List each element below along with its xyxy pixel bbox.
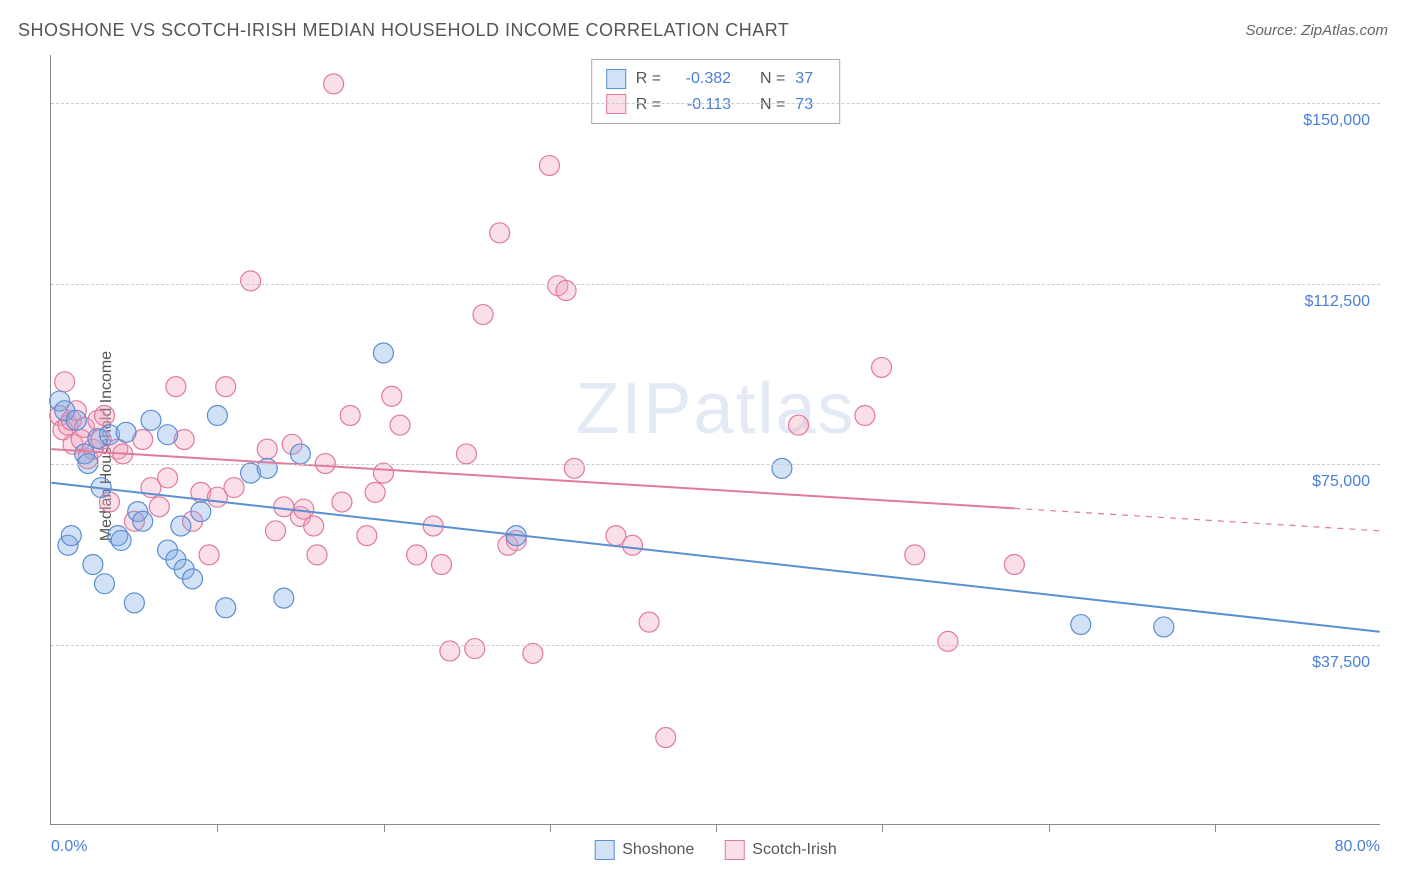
scatter-point xyxy=(183,569,203,589)
scatter-point xyxy=(191,502,211,522)
chart-container: SHOSHONE VS SCOTCH-IRISH MEDIAN HOUSEHOL… xyxy=(0,0,1406,892)
legend-item-scotch-irish: Scotch-Irish xyxy=(724,840,836,860)
scatter-point xyxy=(171,516,191,536)
scatter-point xyxy=(124,593,144,613)
x-tick xyxy=(1215,824,1216,832)
legend-item-shoshone: Shoshone xyxy=(594,840,694,860)
scatter-point xyxy=(324,74,344,94)
scatter-point xyxy=(357,526,377,546)
x-tick xyxy=(716,824,717,832)
scatter-point xyxy=(365,482,385,502)
scatter-point xyxy=(905,545,925,565)
x-axis-end-label: 80.0% xyxy=(1335,838,1380,856)
scatter-point xyxy=(95,405,115,425)
x-tick xyxy=(550,824,551,832)
scatter-point xyxy=(224,478,244,498)
scatter-point xyxy=(564,458,584,478)
scatter-point xyxy=(1071,615,1091,635)
scatter-point xyxy=(432,554,452,574)
gridline xyxy=(51,645,1380,646)
scatter-point xyxy=(149,497,169,517)
scatter-point xyxy=(216,598,236,618)
plot-svg xyxy=(51,55,1380,824)
trend-line-dashed xyxy=(1014,508,1379,530)
scatter-point xyxy=(241,271,261,291)
scatter-point xyxy=(855,405,875,425)
gridline xyxy=(51,464,1380,465)
scatter-point xyxy=(116,422,136,442)
scatter-point xyxy=(373,463,393,483)
scatter-point xyxy=(407,545,427,565)
scatter-point xyxy=(872,357,892,377)
scatter-point xyxy=(622,535,642,555)
gridline xyxy=(51,284,1380,285)
scatter-point xyxy=(158,468,178,488)
scatter-point xyxy=(199,545,219,565)
scatter-point xyxy=(539,156,559,176)
scatter-point xyxy=(523,643,543,663)
scatter-point xyxy=(257,439,277,459)
series-legend: Shoshone Scotch-Irish xyxy=(594,840,837,860)
scatter-point xyxy=(656,728,676,748)
scatter-point xyxy=(166,377,186,397)
legend-label-scotch-irish: Scotch-Irish xyxy=(752,841,836,859)
scatter-point xyxy=(61,526,81,546)
legend-swatch-shoshone xyxy=(594,840,614,860)
scatter-point xyxy=(1154,617,1174,637)
scatter-point xyxy=(390,415,410,435)
scatter-point xyxy=(382,386,402,406)
y-tick-label: $112,500 xyxy=(1304,293,1370,311)
scatter-point xyxy=(332,492,352,512)
scatter-point xyxy=(789,415,809,435)
x-tick xyxy=(384,824,385,832)
chart-title: SHOSHONE VS SCOTCH-IRISH MEDIAN HOUSEHOL… xyxy=(18,20,789,41)
scatter-point xyxy=(207,405,227,425)
scatter-point xyxy=(373,343,393,363)
scatter-point xyxy=(266,521,286,541)
scatter-point xyxy=(66,410,86,430)
scatter-point xyxy=(340,405,360,425)
legend-label-shoshone: Shoshone xyxy=(622,841,694,859)
scatter-point xyxy=(158,425,178,445)
x-tick xyxy=(1049,824,1050,832)
scatter-point xyxy=(83,554,103,574)
scatter-point xyxy=(55,372,75,392)
scatter-point xyxy=(111,530,131,550)
scatter-point xyxy=(95,574,115,594)
source-label: Source: ZipAtlas.com xyxy=(1245,22,1388,39)
scatter-point xyxy=(133,511,153,531)
legend-swatch-scotch-irish xyxy=(724,840,744,860)
scatter-point xyxy=(274,588,294,608)
scatter-point xyxy=(216,377,236,397)
x-axis-start-label: 0.0% xyxy=(51,838,87,856)
scatter-point xyxy=(490,223,510,243)
scatter-point xyxy=(1004,554,1024,574)
x-tick xyxy=(882,824,883,832)
scatter-point xyxy=(141,410,161,430)
scatter-point xyxy=(473,305,493,325)
y-tick-label: $37,500 xyxy=(1312,654,1370,672)
gridline xyxy=(51,103,1380,104)
scatter-point xyxy=(639,612,659,632)
y-tick-label: $75,000 xyxy=(1312,473,1370,491)
scatter-point xyxy=(456,444,476,464)
scatter-point xyxy=(465,639,485,659)
trend-line xyxy=(51,483,1379,632)
x-tick xyxy=(217,824,218,832)
y-tick-label: $150,000 xyxy=(1303,112,1370,130)
scatter-point xyxy=(307,545,327,565)
scatter-point xyxy=(304,516,324,536)
scatter-point xyxy=(938,631,958,651)
scatter-point xyxy=(290,444,310,464)
scatter-point xyxy=(772,458,792,478)
plot-area: ZIPatlas R = -0.382 N = 37 R = -0.113 N … xyxy=(50,55,1380,825)
